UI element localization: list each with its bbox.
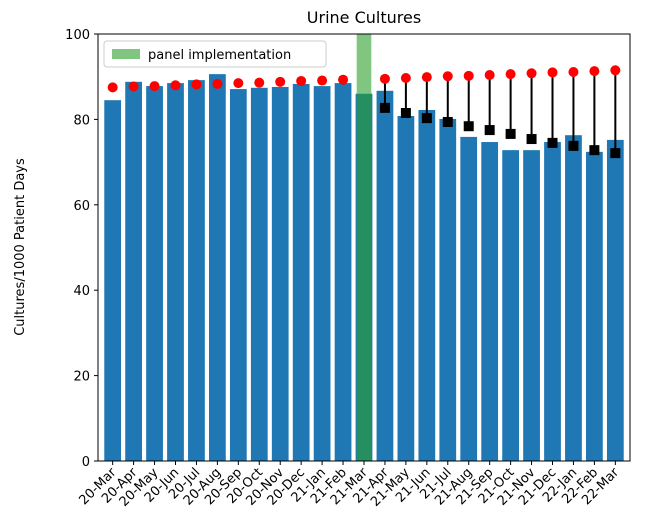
marker [526, 134, 537, 145]
bar [397, 115, 415, 461]
bar [481, 142, 499, 461]
y-tick-label: 20 [73, 370, 90, 385]
y-tick-label: 100 [65, 28, 90, 43]
span [356, 34, 372, 461]
y-axis-label: Cultures/1000 Patient Days [13, 158, 28, 336]
chart-title: Urine Cultures [307, 8, 421, 27]
marker [107, 82, 118, 93]
marker [379, 73, 390, 84]
bar [502, 150, 519, 462]
marker [568, 67, 579, 78]
marker [317, 75, 328, 86]
marker [547, 67, 558, 78]
marker [589, 66, 600, 77]
marker [442, 116, 453, 127]
marker [421, 113, 432, 124]
y-tick-label: 0 [82, 455, 90, 470]
bar [439, 118, 457, 462]
marker [212, 78, 223, 89]
bar [334, 83, 352, 461]
marker [547, 137, 558, 148]
marker [400, 72, 411, 83]
marker [568, 140, 579, 151]
marker [149, 81, 160, 92]
marker [233, 78, 244, 89]
bar [292, 83, 310, 462]
bar [229, 89, 247, 461]
marker [484, 125, 495, 136]
marker [610, 148, 621, 159]
legend-box [103, 40, 327, 68]
marker [484, 69, 495, 80]
y-tick-label: 60 [73, 199, 90, 214]
marker [505, 128, 516, 139]
marker [275, 76, 286, 87]
bar [271, 86, 289, 461]
bar [125, 81, 142, 461]
bar [565, 135, 582, 461]
marker [191, 79, 202, 90]
bar [586, 151, 603, 462]
marker [254, 77, 265, 88]
marker [463, 70, 474, 81]
marker [526, 68, 537, 79]
legend-swatch [112, 49, 140, 59]
bar [167, 83, 184, 461]
bar [606, 139, 624, 461]
marker [463, 121, 474, 132]
marker [128, 81, 139, 92]
marker [589, 145, 600, 156]
marker [442, 71, 453, 82]
marker [421, 72, 432, 83]
legend-label: panel implementation [148, 48, 291, 63]
marker [379, 102, 390, 113]
marker [505, 69, 516, 80]
bar [250, 87, 268, 461]
bar [313, 86, 331, 462]
bar [209, 74, 226, 461]
marker [400, 107, 411, 118]
bar [523, 150, 540, 462]
y-tick-label: 80 [73, 113, 90, 128]
bar [418, 110, 436, 462]
y-tick-label: 40 [73, 284, 90, 299]
marker [170, 80, 181, 91]
marker [296, 75, 307, 86]
marker [610, 65, 621, 76]
bar [544, 142, 561, 461]
bar [104, 100, 122, 461]
bar [188, 80, 205, 461]
bar [376, 90, 394, 461]
bar [460, 136, 478, 462]
bar [146, 86, 163, 462]
marker [338, 74, 349, 85]
